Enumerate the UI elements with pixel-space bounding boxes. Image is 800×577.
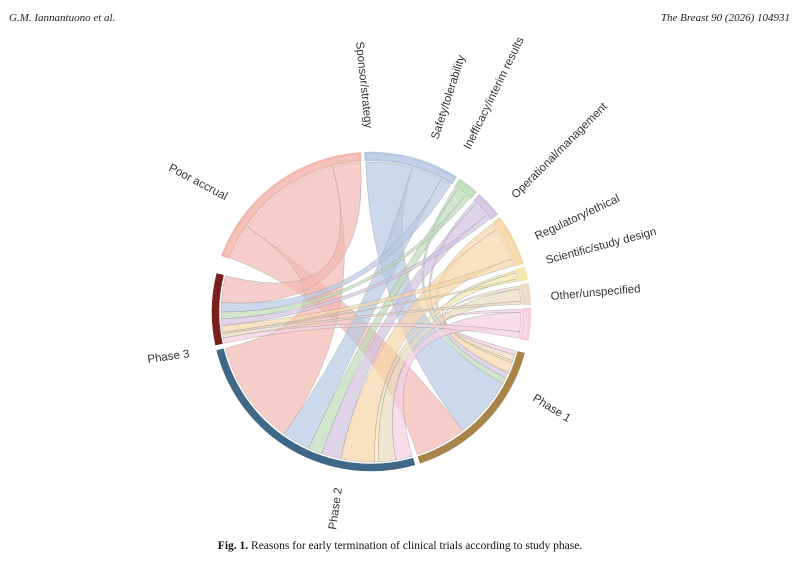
figure-caption: Fig. 1. Reasons for early termination of… [0, 540, 800, 552]
running-head-authors: G.M. Iannantuono et al. [9, 12, 116, 24]
caption-text: Reasons for early termination of clinica… [251, 540, 583, 552]
arc-scientific-study-design [519, 282, 532, 306]
label-other-unspecified: Other/unspecified [550, 283, 641, 303]
label-poor-accrual: Poor accrual [167, 162, 230, 203]
chord-arcs [211, 151, 532, 472]
label-scientific-study-design: Scientific/study design [545, 226, 658, 267]
arc-other-unspecified [519, 308, 532, 342]
arc-phase-1 [417, 351, 525, 464]
label-phase-3: Phase 3 [147, 348, 190, 366]
label-sponsor-strategy: Sponsor/strategy [353, 41, 374, 129]
label-phase-1: Phase 1 [530, 392, 572, 425]
label-phase-2: Phase 2 [327, 487, 345, 530]
running-head-journal: The Breast 90 (2026) 104931 [660, 12, 790, 24]
chord-ribbons [220, 161, 522, 463]
label-operational-management: Operational/management [510, 100, 611, 201]
label-regulatory-ethical: Regulatory/ethical [533, 193, 622, 243]
label-safety-tolerability: Safety/tolerability [429, 54, 468, 141]
arc-inefficacy-interim-results [472, 194, 498, 221]
label-inefficacy-interim-results: Inefficacy/interim results [462, 35, 527, 151]
arc-safety-tolerability [454, 178, 478, 199]
chord-diagram: Poor accrual Sponsor/strategy Safety/toler… [147, 35, 658, 530]
caption-label: Fig. 1. [217, 540, 249, 552]
arc-sponsor-strategy [364, 151, 457, 185]
arc-phase-3 [211, 273, 224, 346]
arc-poor-accrual [221, 152, 362, 260]
arc-regulatory-ethical [515, 266, 528, 282]
arc-phase-2 [216, 348, 416, 472]
ribbon-other-unspecified-phase-3 [223, 322, 520, 344]
arc-operational-management [492, 216, 524, 267]
